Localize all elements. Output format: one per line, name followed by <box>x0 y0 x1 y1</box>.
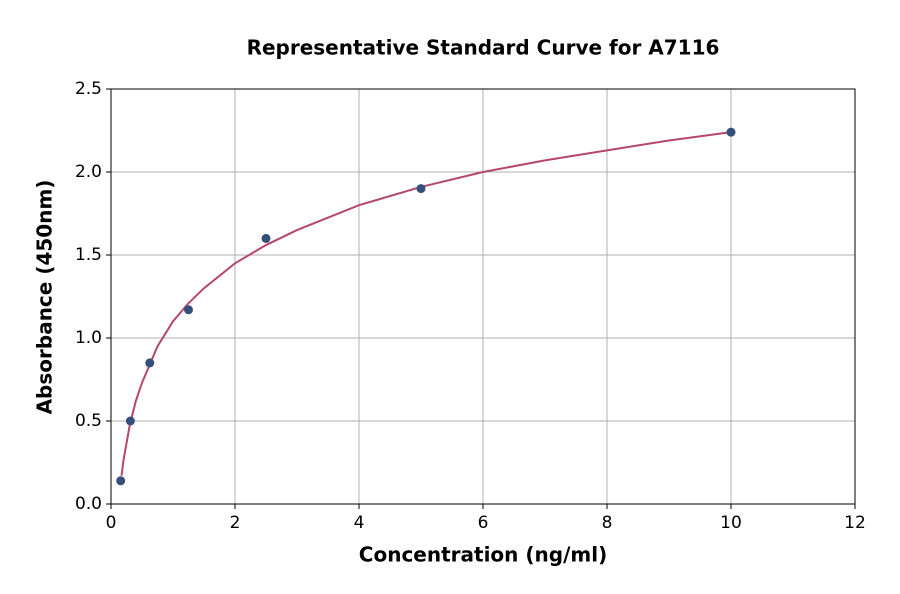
data-point <box>261 233 271 243</box>
y-tick-label: 1.0 <box>75 328 102 348</box>
x-tick-label: 10 <box>720 513 742 533</box>
x-tick-label: 6 <box>478 513 489 533</box>
data-point <box>125 416 135 426</box>
y-tick-label: 2.5 <box>75 79 102 99</box>
data-point <box>416 184 426 194</box>
x-tick-label: 2 <box>230 513 241 533</box>
x-tick-label: 4 <box>354 513 365 533</box>
chart-title: Representative Standard Curve for A7116 <box>247 36 720 60</box>
x-tick-label: 12 <box>844 513 866 533</box>
y-tick-label: 0.5 <box>75 411 102 431</box>
data-point <box>116 476 126 486</box>
y-axis-label: Absorbance (450nm) <box>33 180 57 415</box>
y-tick-label: 1.5 <box>75 245 102 265</box>
plot-frame <box>110 88 856 505</box>
y-tick-label: 2.0 <box>75 162 102 182</box>
fit-curve <box>120 131 732 476</box>
data-point <box>145 358 155 368</box>
x-axis-label: Concentration (ng/ml) <box>359 543 607 567</box>
data-point <box>726 127 736 137</box>
x-tick-label: 8 <box>602 513 613 533</box>
y-tick-label: 0.0 <box>75 494 102 514</box>
x-tick-label: 0 <box>106 513 117 533</box>
data-point <box>184 305 193 315</box>
